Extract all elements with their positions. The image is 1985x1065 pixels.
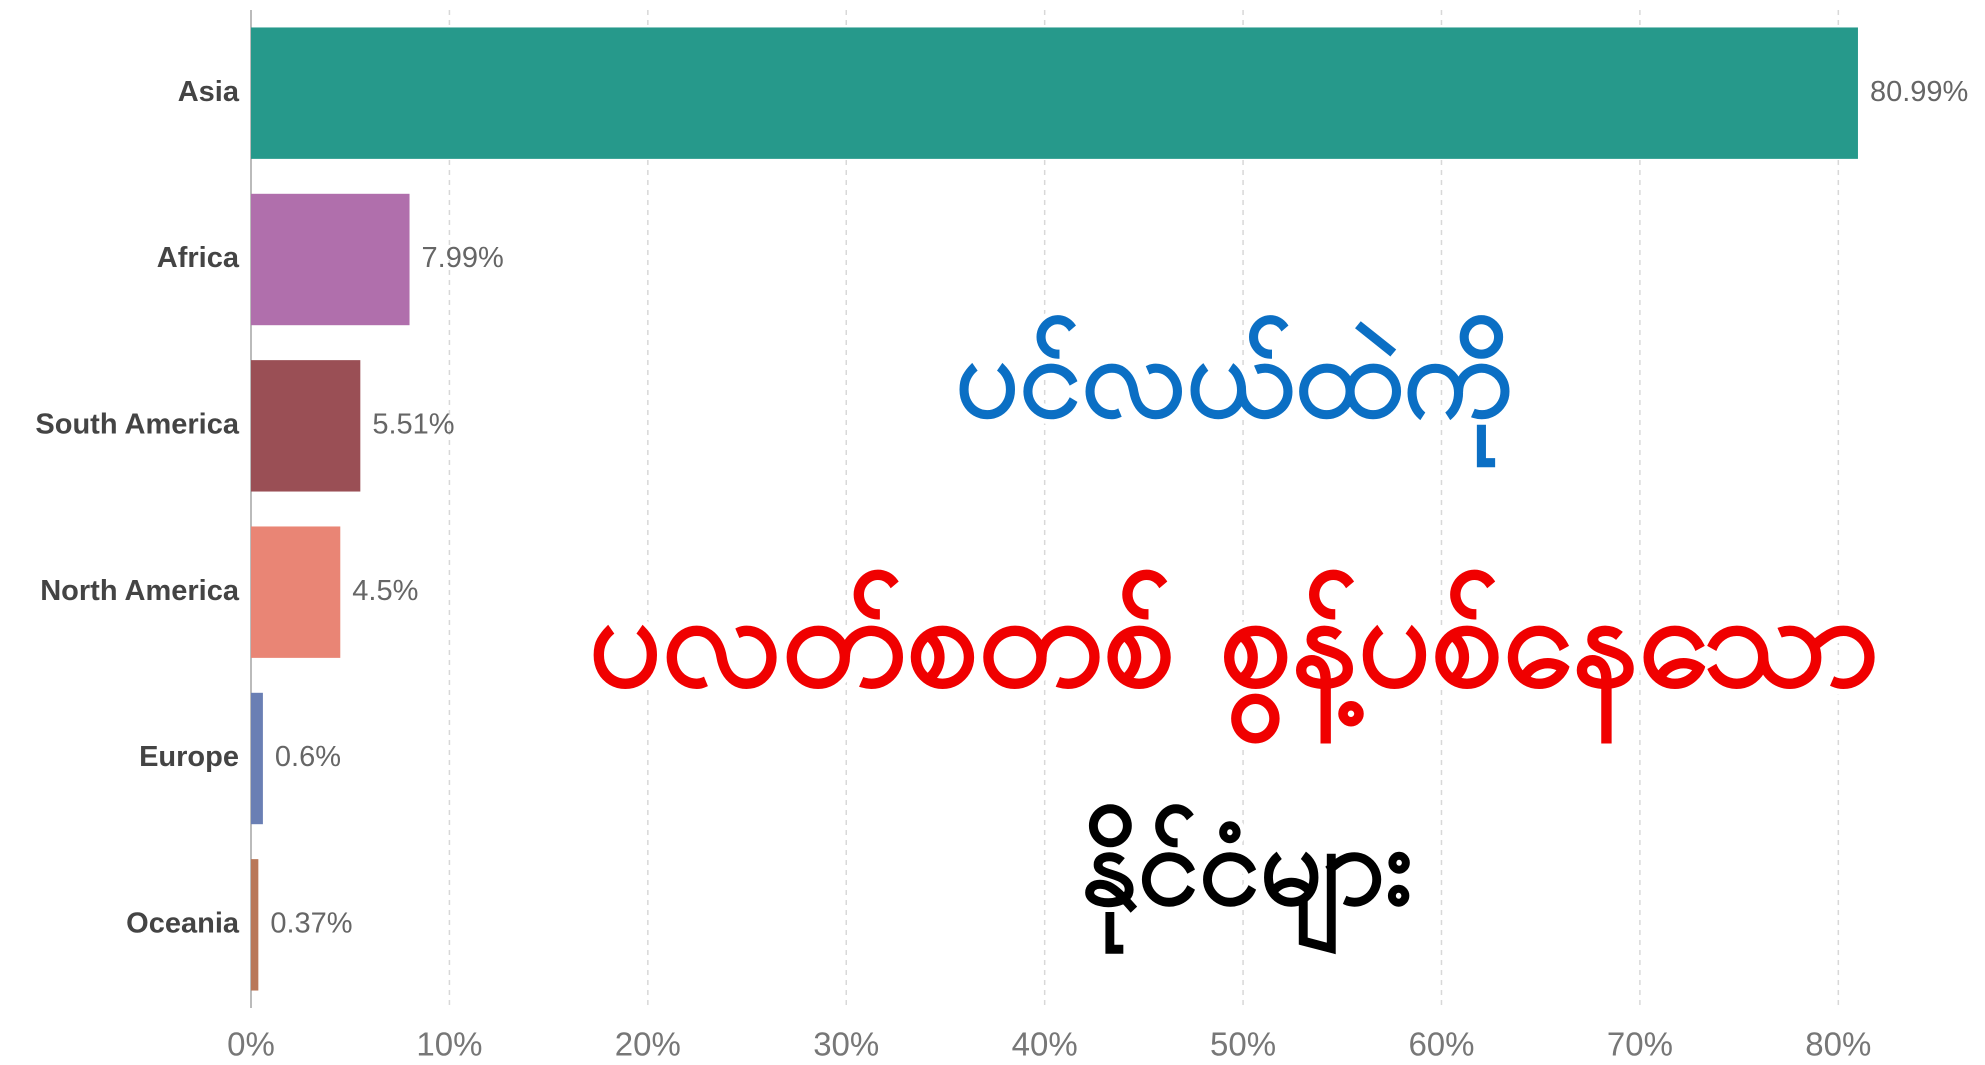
annotation: ပင်လယ်ထဲကို (955, 313, 1513, 467)
category-label: Oceania (126, 907, 240, 939)
x-tick-label: 0% (227, 1026, 275, 1063)
x-tick-label: 40% (1012, 1026, 1078, 1063)
category-label: Asia (178, 76, 240, 108)
value-label: 5.51% (372, 408, 454, 440)
x-tick-label: 20% (615, 1026, 681, 1063)
bar (251, 859, 259, 991)
x-tick-label: 80% (1805, 1026, 1871, 1063)
category-label: South America (35, 408, 239, 440)
bar (251, 193, 410, 326)
x-tick-label: 50% (1210, 1026, 1276, 1063)
x-tick-label: 70% (1607, 1026, 1673, 1063)
bar (251, 27, 1858, 159)
annotation: ပလတ်စတစ် စွန့်ပစ်နေသော (589, 567, 1880, 744)
value-label: 7.99% (422, 242, 504, 274)
value-label: 0.6% (275, 741, 341, 773)
category-label: Africa (157, 242, 240, 274)
annotation: နိုင်ငံများ (1081, 801, 1413, 954)
value-label: 4.5% (352, 575, 418, 607)
value-label: 0.37% (270, 907, 352, 939)
x-tick-label: 30% (813, 1026, 879, 1063)
bar (251, 526, 341, 658)
value-label: 80.99% (1870, 76, 1968, 108)
x-tick-label: 10% (416, 1026, 482, 1063)
x-tick-label: 60% (1408, 1026, 1474, 1063)
category-label: Europe (139, 741, 239, 773)
bar (251, 360, 361, 492)
category-label: North America (40, 575, 240, 607)
bar (251, 692, 263, 825)
